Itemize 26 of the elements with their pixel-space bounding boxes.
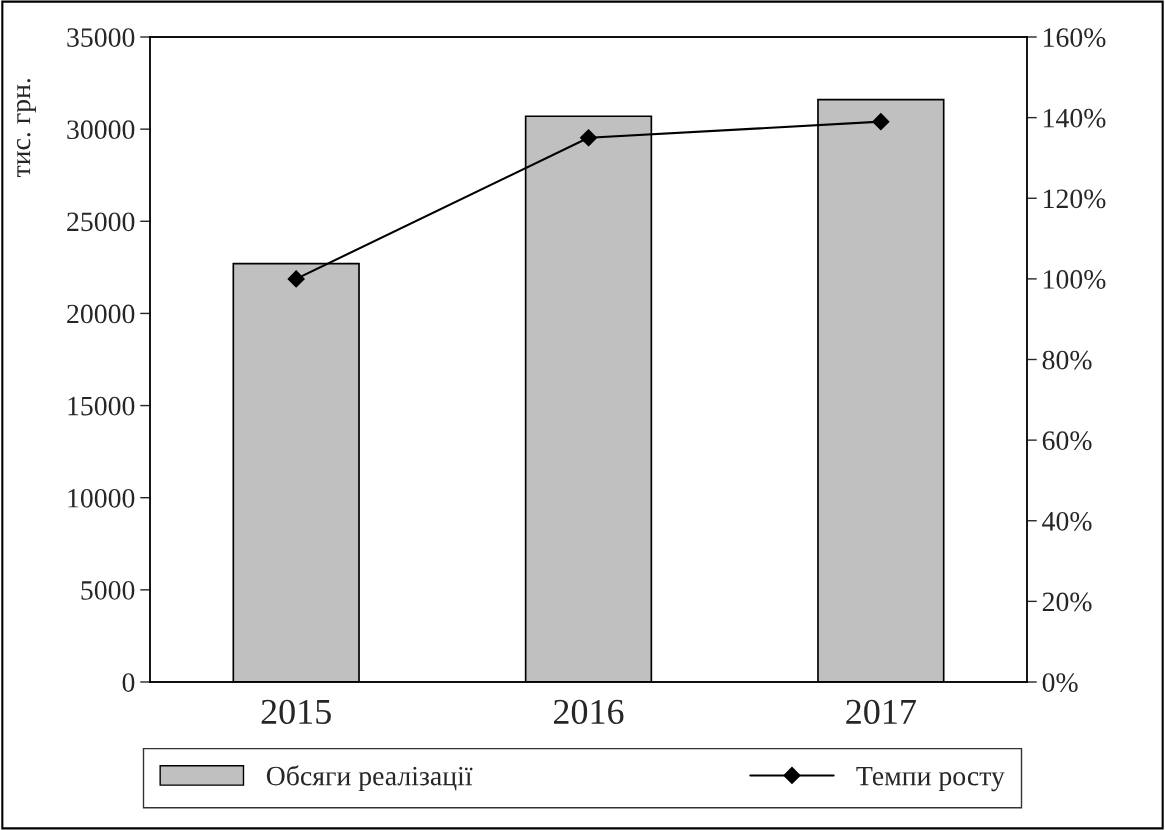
y-tick-label: 0 bbox=[122, 673, 135, 692]
x-tick-label: 2015 bbox=[261, 699, 331, 725]
y-tick-label: 30000 bbox=[67, 120, 135, 140]
y2-tick-label: 20% bbox=[1042, 592, 1092, 612]
y-tick-label: 25000 bbox=[67, 212, 135, 232]
y-tick-label: 15000 bbox=[68, 396, 135, 416]
point bbox=[287, 270, 305, 288]
y-tick-label: 5000 bbox=[81, 581, 135, 600]
y-tick-label: 20000 bbox=[67, 304, 135, 324]
y-tick-label: 35000 bbox=[67, 28, 135, 47]
legend-label: Обсяги реалізації bbox=[266, 765, 473, 792]
y2-tick-label: 0% bbox=[1042, 673, 1078, 692]
y2-tick-label: 160% bbox=[1044, 28, 1106, 47]
point bbox=[872, 113, 890, 131]
y2-tick-label: 120% bbox=[1044, 189, 1106, 209]
point bbox=[579, 129, 598, 147]
y2-tick-label: 60% bbox=[1042, 431, 1092, 451]
y2-tick-label: 80% bbox=[1042, 350, 1092, 370]
x-tick-label: 2017 bbox=[846, 699, 916, 725]
y-axis-title: тис. грн. bbox=[16, 78, 36, 178]
y2-tick-label: 40% bbox=[1042, 511, 1092, 531]
y2-tick-label: 140% bbox=[1044, 108, 1106, 128]
x-tick-label: 2016 bbox=[553, 699, 624, 725]
y2-tick-label: 100% bbox=[1044, 270, 1106, 289]
legend-label: Темпи росту bbox=[856, 766, 1005, 792]
y-tick-label: 10000 bbox=[68, 488, 135, 508]
